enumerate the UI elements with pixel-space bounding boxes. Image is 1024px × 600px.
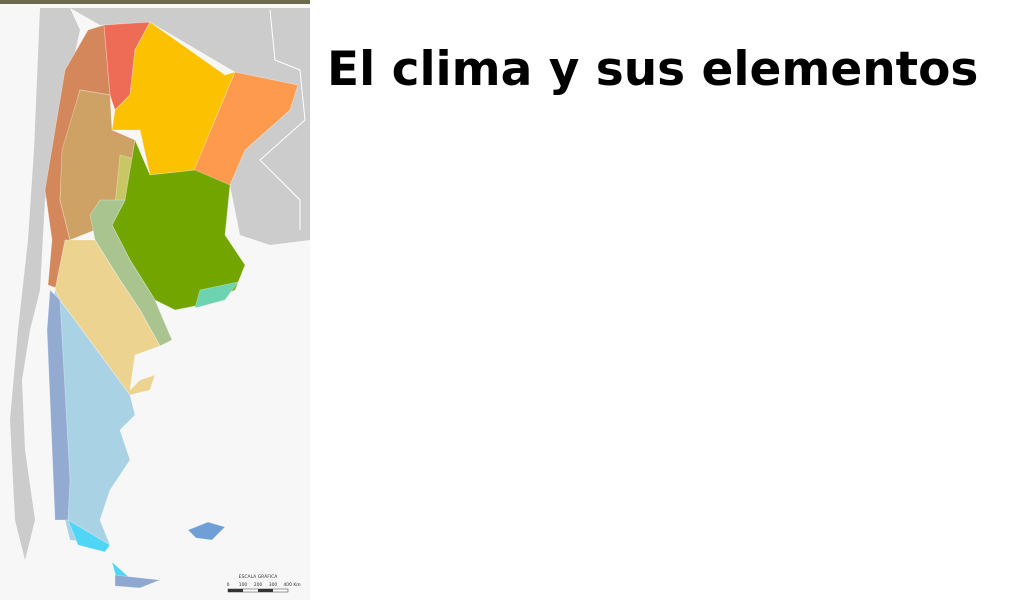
scale-label: 300 (269, 582, 278, 588)
top-rule (0, 0, 310, 4)
scale-bar-segment (258, 589, 273, 592)
region-semiarid (89, 199, 173, 347)
region-islands (187, 521, 226, 541)
border-line (259, 9, 306, 230)
region-humid-subtropical (189, 71, 299, 186)
scale-title: ESCALA GRÁFICA (239, 573, 279, 580)
scale-label: 0 (227, 582, 230, 588)
scale-label: 100 (239, 582, 248, 588)
region-snow (67, 519, 111, 553)
scale-bar-segment (228, 589, 243, 592)
region-oceanic-coast (194, 281, 239, 309)
region-subtropical (111, 21, 236, 176)
scale-label: 400 Km (283, 582, 300, 588)
region-cold-humid (46, 289, 71, 521)
region-tierra-del-fuego (114, 574, 161, 589)
scale-bar: 0 100 200 300 400 Km (227, 582, 301, 593)
neighbour-country (70, 8, 310, 245)
neighbour-country (10, 8, 80, 560)
climate-map: ESCALA GRÁFICA 0 100 200 300 400 Km (0, 0, 310, 600)
scale-label: 200 (254, 582, 263, 588)
slide-title: El clima y sus elementos (327, 42, 979, 97)
